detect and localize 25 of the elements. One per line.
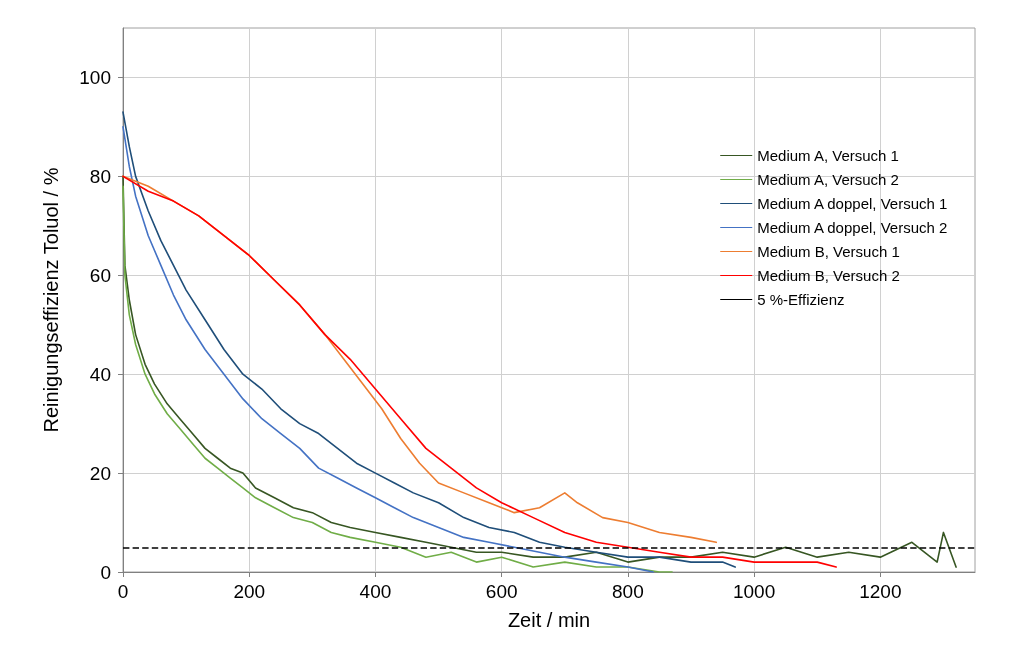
- x-tick-label: 0: [117, 581, 129, 602]
- legend-label: Medium A doppel, Versuch 2: [757, 219, 948, 236]
- x-tick-label: 800: [612, 581, 644, 602]
- line-series: [122, 111, 736, 568]
- y-tick-label: 40: [89, 363, 111, 385]
- legend-label: 5 %-Effizienz: [757, 291, 845, 308]
- x-tick-label: 600: [485, 581, 518, 602]
- y-tick-label: 0: [100, 561, 111, 583]
- legend-label: Medium B, Versuch 2: [757, 267, 900, 284]
- x-tick-label: 400: [359, 581, 392, 602]
- y-tick-label: 20: [89, 462, 111, 484]
- y-tick-label: 100: [79, 66, 111, 88]
- y-tick-label: 60: [89, 264, 111, 286]
- legend-label: Medium A doppel, Versuch 1: [757, 195, 948, 212]
- x-tick-label: 1200: [859, 581, 902, 602]
- legend-label: Medium A, Versuch 2: [757, 171, 899, 188]
- y-axis-title: Reinigungseffizienz Toluol / %: [40, 167, 62, 433]
- line-series: [122, 185, 673, 573]
- line-series: [122, 126, 654, 573]
- legend-label: Medium B, Versuch 1: [757, 243, 900, 260]
- legend-label: Medium A, Versuch 1: [757, 147, 899, 164]
- x-axis-title: Zeit / min: [507, 609, 591, 631]
- y-tick-label: 80: [89, 165, 111, 187]
- x-tick-label: 1000: [732, 581, 776, 602]
- x-tick-label: 200: [233, 581, 266, 602]
